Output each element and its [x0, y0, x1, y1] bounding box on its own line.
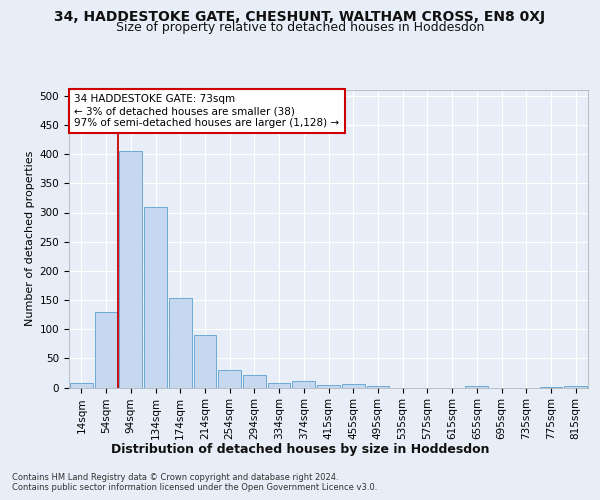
Bar: [70, 384, 93, 388]
Bar: [292, 380, 315, 388]
Bar: [194, 335, 216, 388]
Bar: [169, 298, 191, 388]
Bar: [466, 386, 488, 388]
Bar: [119, 151, 142, 388]
Text: 34 HADDESTOKE GATE: 73sqm
← 3% of detached houses are smaller (38)
97% of semi-d: 34 HADDESTOKE GATE: 73sqm ← 3% of detach…: [74, 94, 340, 128]
Bar: [243, 375, 266, 388]
Bar: [564, 386, 587, 388]
Bar: [317, 384, 340, 388]
Bar: [539, 387, 562, 388]
Bar: [367, 386, 389, 388]
Text: Contains HM Land Registry data © Crown copyright and database right 2024.: Contains HM Land Registry data © Crown c…: [12, 472, 338, 482]
Y-axis label: Number of detached properties: Number of detached properties: [25, 151, 35, 326]
Bar: [218, 370, 241, 388]
Bar: [95, 312, 118, 388]
Bar: [144, 206, 167, 388]
Text: Distribution of detached houses by size in Hoddesdon: Distribution of detached houses by size …: [111, 442, 489, 456]
Text: Size of property relative to detached houses in Hoddesdon: Size of property relative to detached ho…: [116, 22, 484, 35]
Bar: [342, 384, 365, 388]
Text: 34, HADDESTOKE GATE, CHESHUNT, WALTHAM CROSS, EN8 0XJ: 34, HADDESTOKE GATE, CHESHUNT, WALTHAM C…: [55, 10, 545, 24]
Text: Contains public sector information licensed under the Open Government Licence v3: Contains public sector information licen…: [12, 484, 377, 492]
Bar: [268, 383, 290, 388]
